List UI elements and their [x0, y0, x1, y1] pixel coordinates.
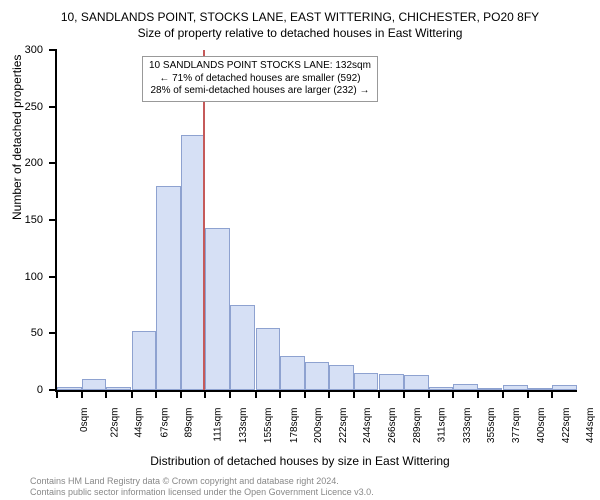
- y-tick-label: 50: [31, 327, 43, 339]
- x-tick-label: 44sqm: [134, 408, 145, 438]
- x-tick-label: 266sqm: [387, 408, 398, 444]
- x-tick-label: 0sqm: [79, 408, 90, 432]
- annotation-line: 10 SANDLANDS POINT STOCKS LANE: 132sqm: [149, 60, 371, 73]
- x-tick: [428, 390, 430, 398]
- y-tick-label: 0: [37, 384, 43, 396]
- x-tick: [527, 390, 529, 398]
- x-tick: [180, 390, 182, 398]
- x-tick: [452, 390, 454, 398]
- y-tick: [49, 162, 57, 164]
- x-tick-label: 422sqm: [561, 408, 572, 444]
- histogram-bar: [404, 375, 429, 390]
- histogram-bar: [503, 385, 528, 390]
- footer-credits: Contains HM Land Registry data © Crown c…: [30, 476, 374, 498]
- x-tick-label: 444sqm: [586, 408, 597, 444]
- annotation-line: ← 71% of detached houses are smaller (59…: [149, 73, 371, 86]
- histogram-bar: [354, 373, 379, 390]
- histogram-bar: [379, 374, 404, 390]
- x-tick: [131, 390, 133, 398]
- x-tick: [155, 390, 157, 398]
- plot-region: 0sqm22sqm44sqm67sqm89sqm111sqm133sqm155s…: [55, 50, 577, 392]
- chart-title-sub: Size of property relative to detached ho…: [0, 24, 600, 40]
- x-tick: [229, 390, 231, 398]
- x-tick: [477, 390, 479, 398]
- histogram-bar: [106, 387, 131, 390]
- annotation-box: 10 SANDLANDS POINT STOCKS LANE: 132sqm← …: [142, 56, 378, 102]
- histogram-bar: [82, 379, 107, 390]
- histogram-bar: [280, 356, 305, 390]
- footer-line-2: Contains public sector information licen…: [30, 487, 374, 498]
- x-tick-label: 178sqm: [289, 408, 300, 444]
- x-tick-label: 111sqm: [212, 408, 223, 442]
- x-tick: [255, 390, 257, 398]
- x-tick-label: 22sqm: [109, 408, 120, 438]
- x-tick-label: 289sqm: [413, 408, 424, 444]
- x-tick: [353, 390, 355, 398]
- footer-line-1: Contains HM Land Registry data © Crown c…: [30, 476, 374, 487]
- x-axis-label: Distribution of detached houses by size …: [0, 454, 600, 468]
- histogram-bar: [132, 331, 157, 390]
- x-tick: [204, 390, 206, 398]
- x-tick-label: 200sqm: [313, 408, 324, 444]
- x-tick-label: 155sqm: [263, 408, 274, 444]
- x-tick: [304, 390, 306, 398]
- x-tick-label: 244sqm: [362, 408, 373, 444]
- histogram-bar: [329, 365, 354, 390]
- histogram-bar: [156, 186, 181, 390]
- x-tick: [378, 390, 380, 398]
- y-tick: [49, 106, 57, 108]
- x-tick: [56, 390, 58, 398]
- y-tick: [49, 49, 57, 51]
- x-tick-label: 89sqm: [184, 408, 195, 438]
- x-tick: [279, 390, 281, 398]
- histogram-bar: [256, 328, 281, 390]
- y-tick-label: 300: [25, 44, 43, 56]
- histogram-bar: [453, 384, 478, 390]
- y-axis-label: Number of detached properties: [10, 55, 24, 220]
- x-tick: [328, 390, 330, 398]
- x-tick-label: 222sqm: [338, 408, 349, 444]
- histogram-bar: [205, 228, 230, 390]
- y-tick-label: 200: [25, 157, 43, 169]
- x-tick: [81, 390, 83, 398]
- chart-area: 0sqm22sqm44sqm67sqm89sqm111sqm133sqm155s…: [55, 50, 575, 420]
- histogram-bar: [528, 388, 553, 390]
- chart-title-main: 10, SANDLANDS POINT, STOCKS LANE, EAST W…: [0, 0, 600, 24]
- annotation-line: 28% of semi-detached houses are larger (…: [149, 85, 371, 98]
- histogram-bar: [230, 305, 255, 390]
- y-tick: [49, 219, 57, 221]
- x-tick-label: 67sqm: [159, 408, 170, 438]
- x-tick-label: 377sqm: [511, 408, 522, 444]
- y-tick-label: 150: [25, 214, 43, 226]
- y-tick-label: 100: [25, 271, 43, 283]
- y-tick: [49, 276, 57, 278]
- x-tick-label: 311sqm: [436, 408, 447, 443]
- histogram-bar: [57, 387, 82, 390]
- x-tick-label: 333sqm: [462, 408, 473, 444]
- histogram-bar: [478, 388, 503, 390]
- x-tick: [551, 390, 553, 398]
- x-tick: [403, 390, 405, 398]
- x-tick: [105, 390, 107, 398]
- histogram-bar: [181, 135, 206, 390]
- y-tick-label: 250: [25, 101, 43, 113]
- x-tick-label: 400sqm: [536, 408, 547, 444]
- histogram-bar: [429, 387, 454, 390]
- x-tick-label: 355sqm: [486, 408, 497, 444]
- x-tick-label: 133sqm: [238, 408, 249, 444]
- x-tick: [502, 390, 504, 398]
- histogram-bar: [305, 362, 330, 390]
- histogram-bar: [552, 385, 577, 390]
- y-tick: [49, 332, 57, 334]
